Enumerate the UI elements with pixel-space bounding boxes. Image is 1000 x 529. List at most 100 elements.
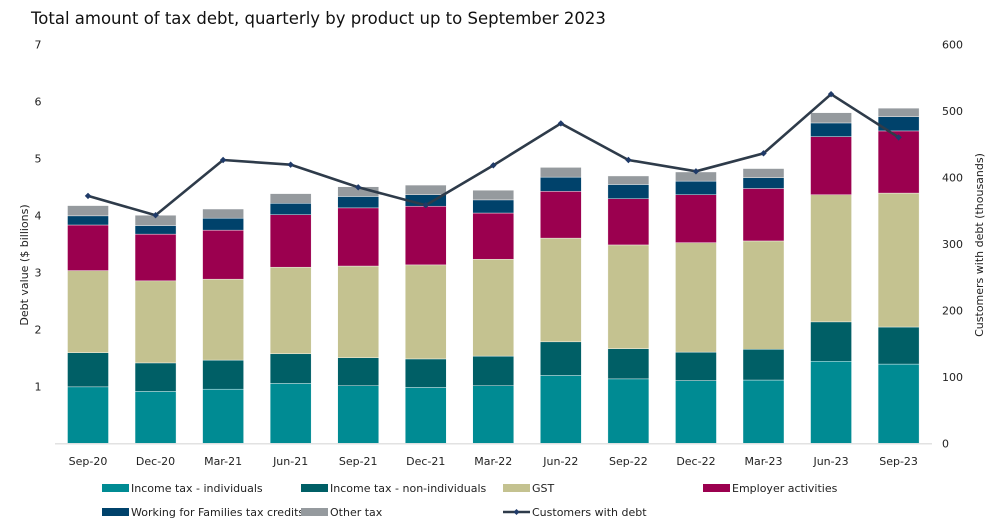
x-tick-label: Dec-20 [136, 455, 175, 468]
y2-tick-label: 0 [942, 437, 949, 450]
bar-segment [810, 136, 852, 195]
bar-segment [269, 353, 312, 384]
bar-segment [810, 194, 852, 323]
bar-segment [472, 212, 514, 260]
bar-segment [607, 184, 650, 199]
bar-segment [742, 188, 785, 242]
bar-segment [675, 180, 717, 195]
bar-segment [742, 177, 785, 189]
bar-stack [337, 186, 379, 444]
x-tick-label: Jun-21 [272, 455, 308, 468]
legend-swatch [102, 484, 129, 492]
y-axis-right: 0 100 200 300 400 500 600 [942, 38, 963, 450]
bar-segment [810, 122, 852, 137]
customers-marker [422, 202, 429, 209]
legend: Income tax - individuals Income tax - non… [102, 482, 838, 519]
bar-segment [877, 326, 920, 365]
bar-segment [405, 264, 447, 360]
customers-marker [219, 156, 227, 164]
y2-tick-label: 100 [942, 371, 963, 384]
legend-label: Other tax [330, 506, 383, 519]
bar-segment [810, 321, 852, 362]
bar-segment [810, 112, 852, 124]
bar-segment [337, 207, 379, 267]
bar-segment [675, 242, 717, 353]
bar-segment [269, 266, 312, 355]
bar-segment [540, 167, 582, 178]
legend-item: Other tax [301, 506, 383, 519]
bar-segment [877, 363, 920, 444]
y-tick-label: 2 [35, 323, 42, 336]
bar-segment [540, 237, 582, 343]
bar-stack [810, 112, 852, 444]
bar-segment [405, 184, 447, 195]
bar-segment [67, 352, 109, 388]
legend-label: Income tax - non-individuals [330, 482, 487, 495]
bar-segment [742, 349, 785, 381]
bar-segment [540, 191, 582, 239]
bar-segment [269, 383, 312, 444]
bar-segment [202, 208, 244, 219]
bar-stack [472, 190, 514, 444]
bar-stack [540, 167, 582, 444]
bar-segment [67, 270, 109, 353]
x-tick-label: Mar-21 [204, 455, 242, 468]
bar-segment [877, 130, 920, 194]
customers-marker [490, 162, 497, 169]
bar-segment [202, 217, 244, 231]
bar-segment [269, 214, 312, 268]
y-tick-label: 5 [35, 152, 42, 165]
y-tick-label: 7 [35, 38, 42, 51]
legend-swatch [301, 508, 328, 516]
bar-segment [405, 387, 447, 444]
customers-marker [557, 120, 565, 127]
bar-segment [134, 362, 177, 392]
y-tick-label: 4 [35, 209, 42, 222]
y2-axis-title: Customers with debt (thousands) [973, 153, 986, 337]
customers-marker [84, 192, 92, 200]
x-tick-label: Sep-22 [609, 455, 648, 468]
y-axis-left: 1 2 3 4 5 6 7 [35, 38, 42, 393]
bar-segment [877, 107, 920, 117]
legend-swatch [503, 484, 530, 492]
legend-swatch [301, 484, 328, 492]
bar-segment [202, 359, 244, 390]
customers-marker [827, 90, 835, 98]
y-tick-label: 3 [35, 266, 42, 279]
bar-segment [675, 380, 717, 444]
bar-segment [405, 205, 447, 266]
x-tick-label: Dec-21 [406, 455, 445, 468]
customers-marker [895, 134, 902, 141]
legend-swatch [102, 508, 129, 516]
customers-marker [355, 184, 362, 191]
bar-segment [134, 280, 177, 364]
x-tick-label: Dec-22 [676, 455, 715, 468]
bar-segment [540, 341, 582, 376]
bar-segment [337, 357, 379, 386]
bar-segment [202, 229, 244, 280]
bars-layer [67, 107, 920, 444]
legend-item: GST [503, 482, 555, 495]
bar-stack [742, 168, 785, 444]
bar-segment [337, 196, 379, 209]
legend-item: Working for Families tax credits [102, 506, 304, 519]
bar-segment [67, 224, 109, 271]
bar-segment [472, 355, 514, 386]
bar-segment [67, 205, 109, 217]
bar-stack [607, 175, 650, 444]
x-tick-label: Jun-23 [812, 455, 848, 468]
y-tick-label: 1 [35, 380, 42, 393]
bar-segment [405, 358, 447, 388]
bar-stack [67, 205, 109, 444]
bar-segment [67, 215, 109, 226]
x-tick-label: Mar-22 [474, 455, 512, 468]
bar-stack [269, 193, 312, 444]
legend-item: Income tax - non-individuals [301, 482, 487, 495]
bar-segment [607, 175, 650, 185]
bar-segment [337, 385, 379, 444]
bar-segment [472, 190, 514, 201]
bar-segment [607, 198, 650, 246]
legend-marker [513, 509, 520, 515]
bar-segment [877, 192, 920, 328]
